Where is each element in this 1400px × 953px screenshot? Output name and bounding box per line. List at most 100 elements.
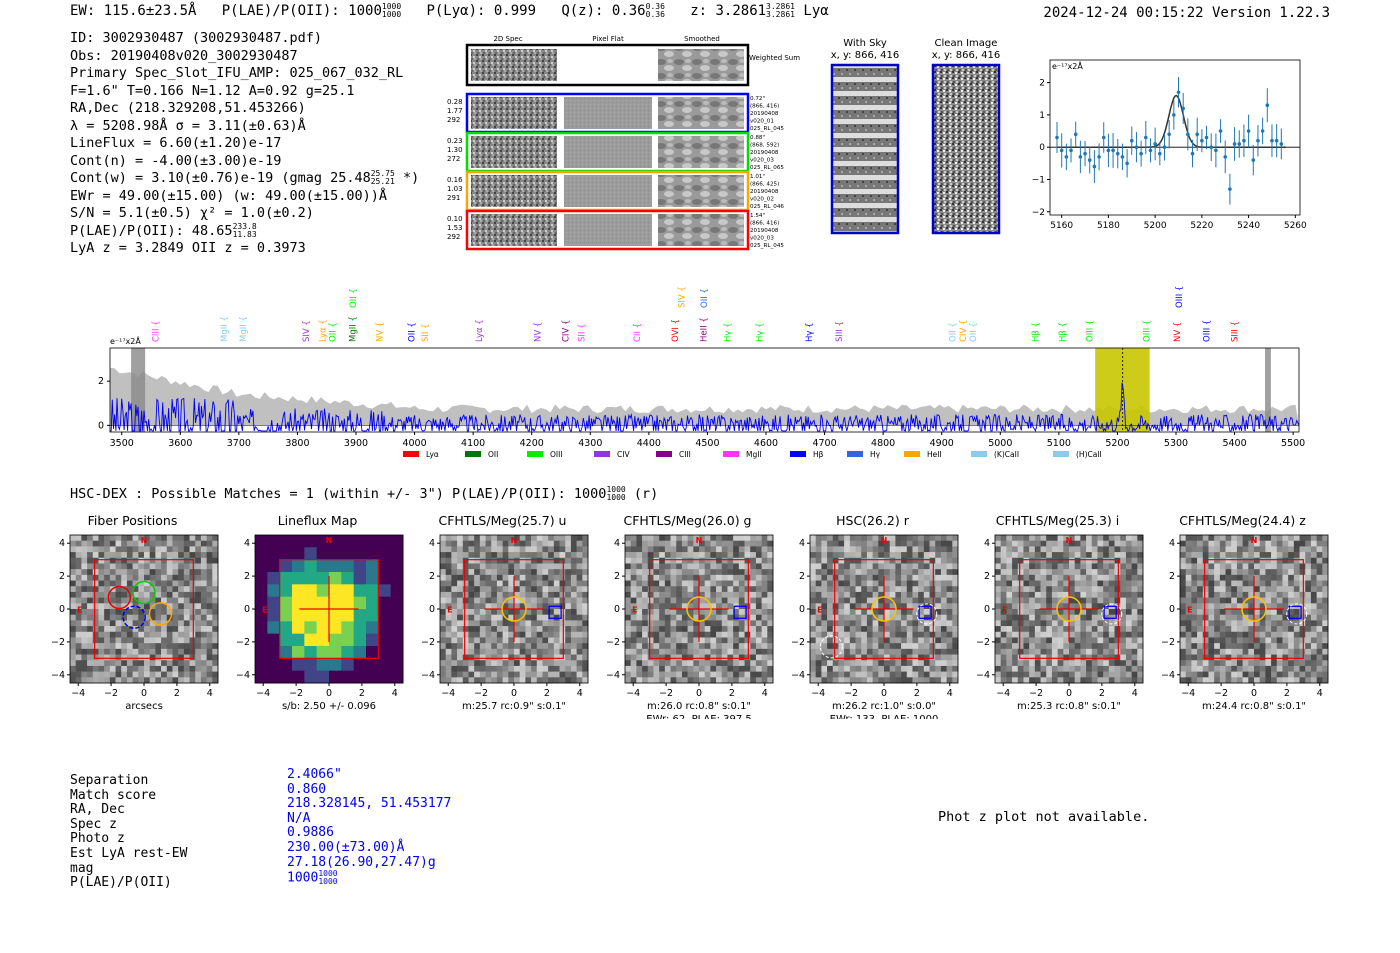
pixel — [866, 671, 873, 678]
pixel — [115, 648, 122, 655]
pixel — [929, 546, 936, 553]
pixel — [92, 660, 99, 667]
pixel — [519, 631, 526, 638]
pixel — [126, 586, 133, 593]
pixel — [1131, 603, 1138, 610]
flux-cell — [353, 559, 367, 573]
pixel — [1282, 671, 1289, 678]
pixel — [462, 660, 469, 667]
y-tick-label: 2 — [98, 376, 104, 387]
pixel — [576, 654, 583, 661]
pixel — [815, 591, 822, 598]
pixel — [479, 654, 486, 661]
pixel — [542, 620, 549, 627]
pixel — [810, 677, 816, 684]
pixel — [1271, 546, 1278, 553]
pixel — [570, 631, 577, 638]
pixel — [212, 569, 219, 576]
pixel — [1316, 637, 1323, 644]
pixel — [479, 563, 486, 570]
pixel — [642, 671, 649, 678]
pixel — [1000, 597, 1007, 604]
pixel — [642, 586, 649, 593]
pixel — [767, 637, 774, 644]
pixel — [1120, 574, 1127, 581]
pixel — [457, 574, 464, 581]
pixel — [1097, 597, 1104, 604]
match-value: 27.18(26.90,27.47)g — [287, 854, 436, 870]
pixel — [1125, 597, 1132, 604]
pixel — [200, 535, 207, 541]
pixel — [1029, 552, 1036, 559]
pixel — [884, 603, 890, 610]
pixel — [1214, 586, 1221, 593]
pixel — [1051, 540, 1058, 547]
fiber-circle — [122, 605, 146, 629]
pixel — [206, 597, 213, 604]
hsc-dex-title: HSC-DEX : Possible Matches = 1 (within +… — [70, 485, 659, 503]
pixel — [1299, 580, 1306, 587]
pixel — [474, 535, 481, 541]
pixel — [474, 603, 481, 610]
x-tick-label: 4900 — [930, 438, 954, 449]
pixel — [716, 677, 723, 684]
pixel — [1080, 535, 1087, 541]
pixel — [514, 540, 520, 547]
pixel — [1259, 631, 1266, 638]
pixel — [1231, 631, 1238, 638]
pixel — [570, 620, 577, 627]
pixel — [149, 677, 156, 684]
pixel — [1034, 677, 1041, 684]
pixel — [161, 597, 168, 604]
flux-cell — [316, 572, 330, 585]
pixel — [200, 580, 207, 587]
cutout-title: CFHTLS/Meg(26.0) g — [623, 513, 752, 528]
pixel — [195, 563, 202, 570]
pixel — [457, 580, 464, 587]
pixel — [838, 665, 845, 672]
pixel — [468, 563, 475, 570]
pixel — [115, 660, 122, 667]
pixel — [676, 603, 683, 610]
pixel — [1103, 643, 1110, 650]
pixel — [761, 563, 768, 570]
pixel — [716, 603, 723, 610]
pixel — [172, 648, 179, 655]
pixel — [1017, 574, 1024, 581]
pixel — [1137, 574, 1144, 581]
imaging-cutouts: Fiber Positions N E −4 −4 −2 −2 0 0 2 2 4 4 arcsecs Li… — [40, 512, 1360, 727]
pixel — [716, 535, 723, 541]
pixel — [121, 557, 128, 564]
match-values: 2.4066" 0.860 218.328145, 51.453177 N/A … — [287, 767, 451, 886]
data-point — [1097, 155, 1101, 159]
pixel — [1208, 603, 1215, 610]
pixel — [935, 535, 942, 541]
pixel — [1214, 540, 1221, 547]
x-tick-label: 4 — [207, 688, 213, 699]
pixel — [1219, 671, 1226, 678]
pixel — [172, 626, 179, 633]
pixel — [838, 535, 845, 541]
pixel — [744, 603, 751, 610]
pixel — [132, 563, 139, 570]
pixel — [838, 557, 845, 564]
pixel — [935, 591, 942, 598]
pixel — [565, 597, 572, 604]
pixel — [1254, 569, 1260, 576]
pixel — [474, 574, 481, 581]
pixel — [200, 620, 207, 627]
pixel — [508, 546, 515, 553]
pixel — [149, 569, 156, 576]
pixel — [693, 535, 700, 541]
pixel — [178, 597, 185, 604]
pixel — [553, 552, 560, 559]
pixel — [710, 569, 717, 576]
pixel — [1131, 648, 1138, 655]
pixel — [1057, 665, 1064, 672]
pixel — [844, 603, 851, 610]
pixel — [923, 586, 930, 593]
pixel — [906, 654, 913, 661]
pixel — [647, 603, 654, 610]
pixel — [1080, 603, 1087, 610]
pixel — [866, 614, 873, 621]
